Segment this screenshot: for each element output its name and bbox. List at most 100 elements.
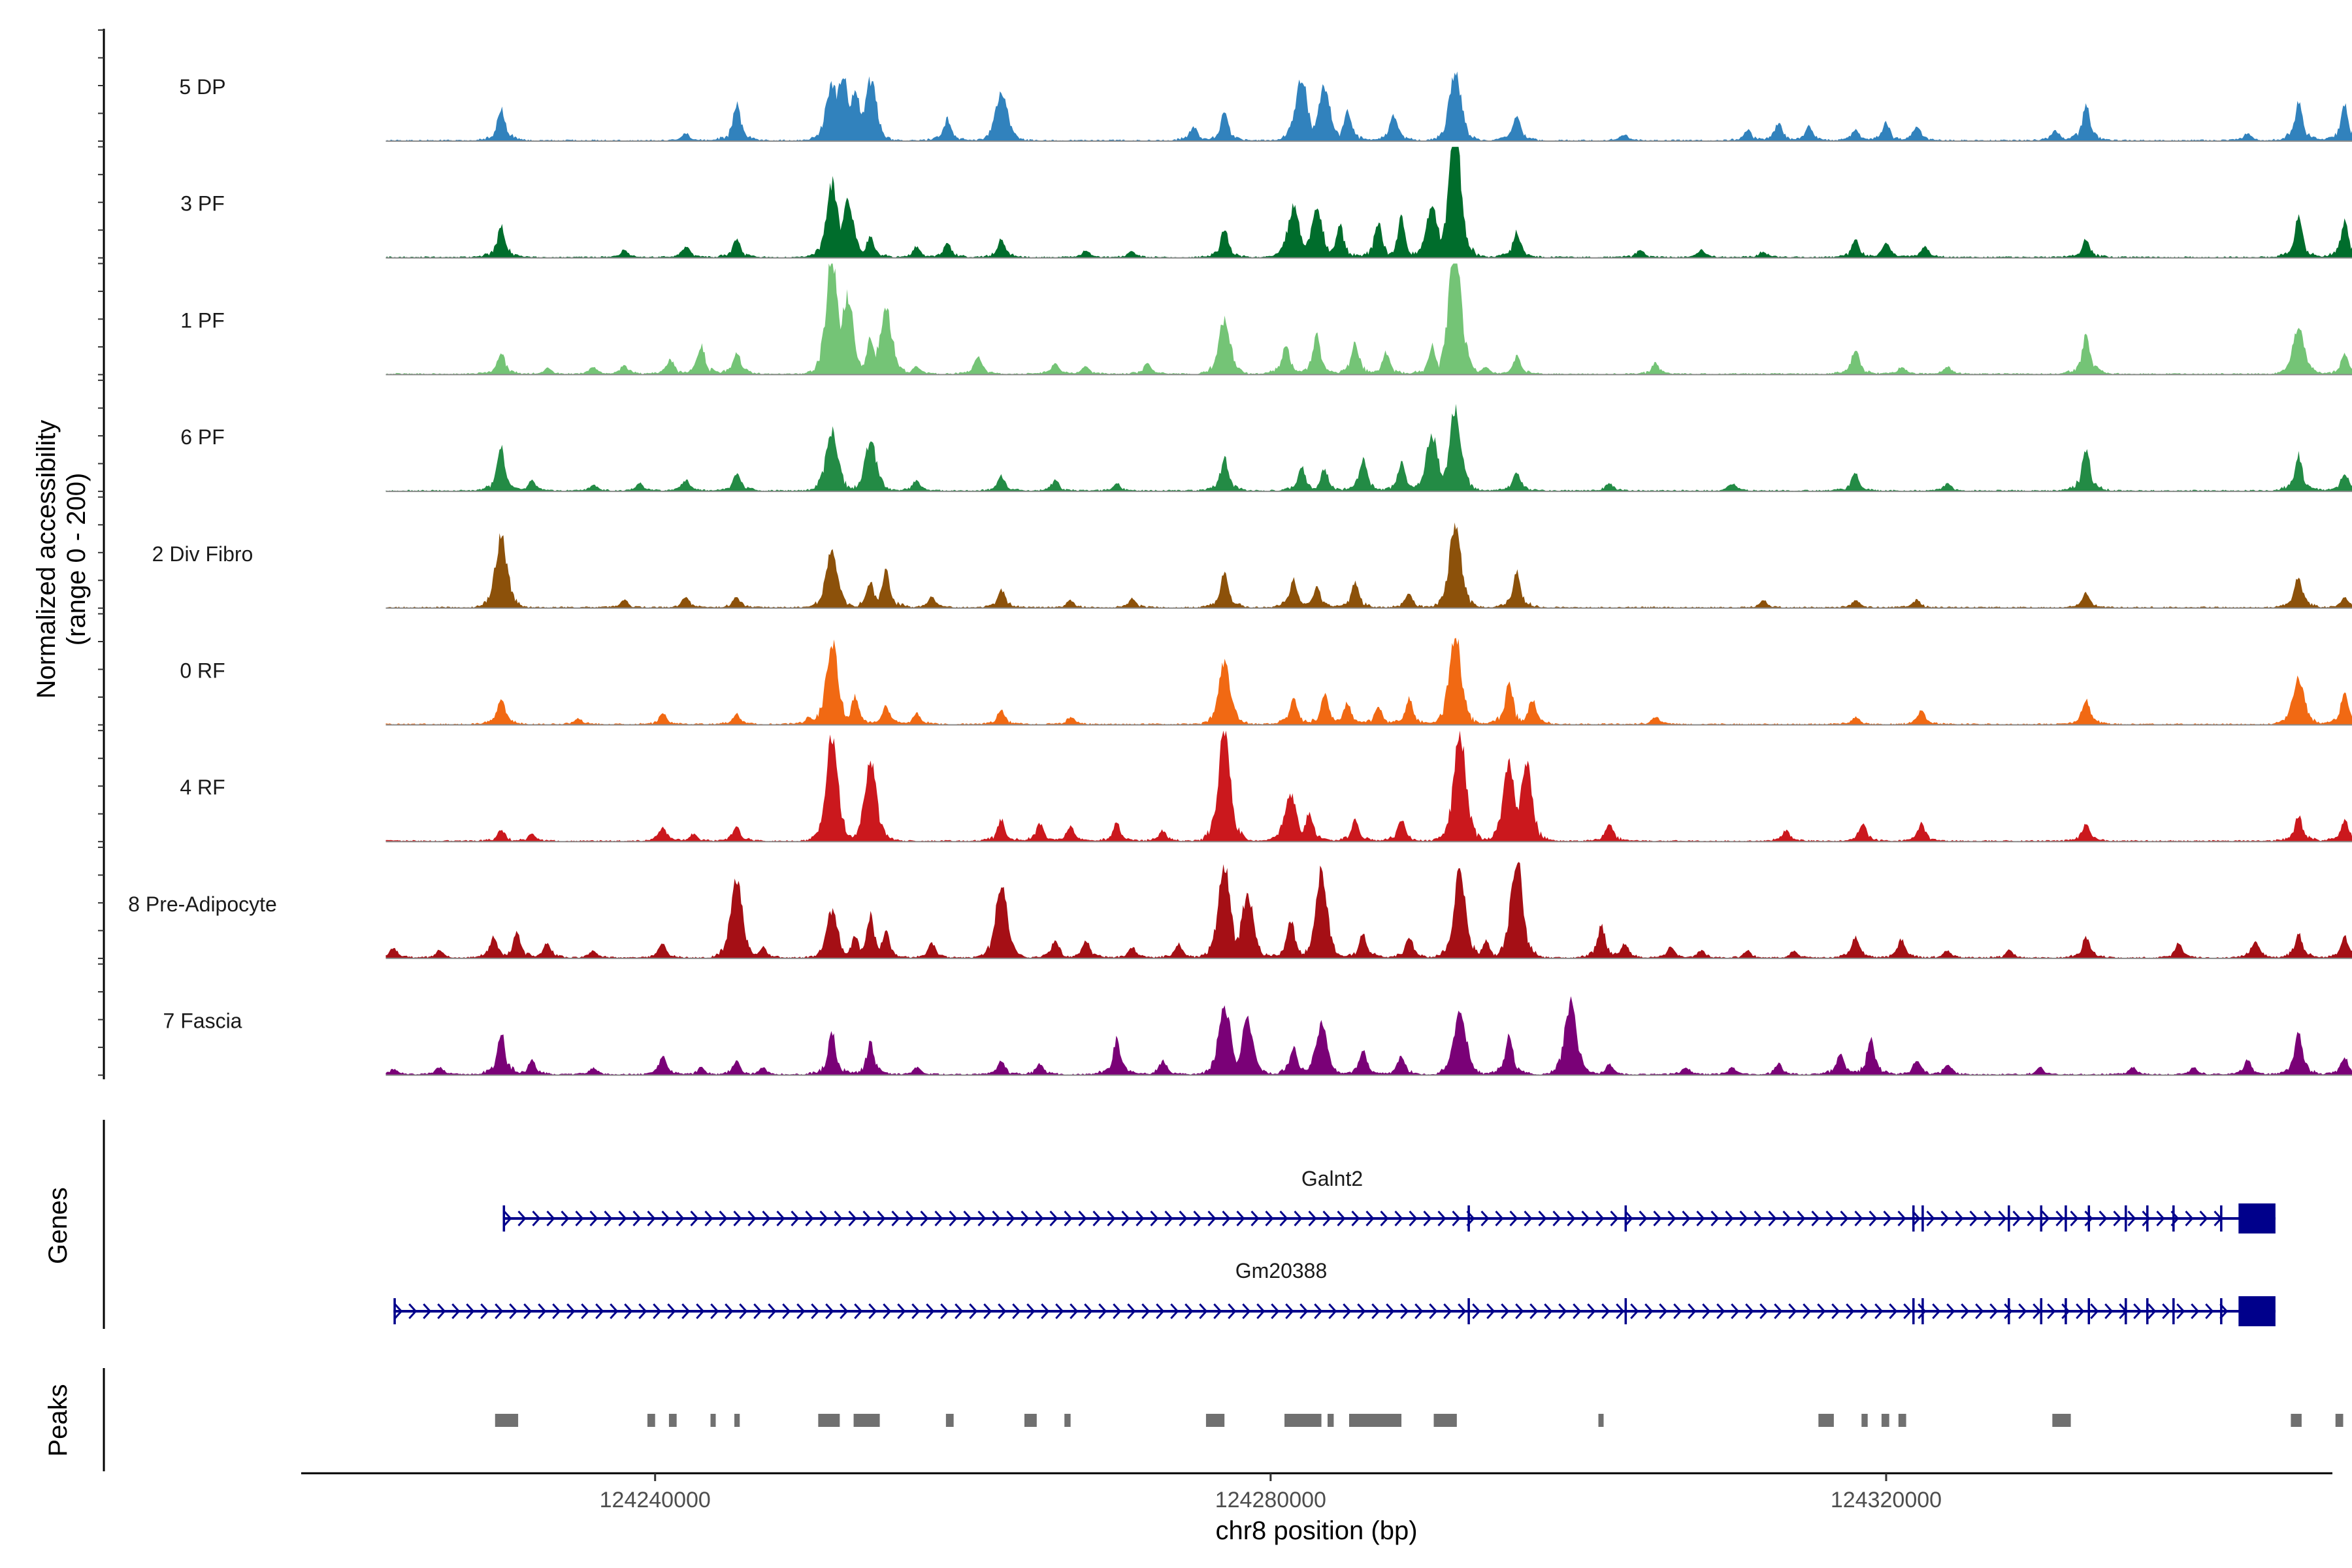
strand-chevron xyxy=(2018,1303,2027,1320)
strand-chevron xyxy=(1610,1210,1619,1227)
strand-chevron xyxy=(1659,1303,1668,1320)
gene-exon xyxy=(2008,1205,2010,1232)
strand-chevron xyxy=(1035,1210,1044,1227)
strand-chevron xyxy=(1975,1303,1984,1320)
strand-chevron xyxy=(2004,1303,2013,1320)
strand-chevron xyxy=(1150,1210,1159,1227)
coverage-panel: 5 DP 3 PF 1 PF 6 PF 2 Div Fibro 0 RF 4 RF 8 Pre… xyxy=(32,29,2352,1079)
strand-chevron xyxy=(2070,1210,2079,1227)
strand-chevron xyxy=(1343,1303,1352,1320)
strand-chevron xyxy=(1630,1303,1639,1320)
genes-panel: Genes Galnt2 Gm20388 xyxy=(44,1120,2276,1329)
strand-chevron xyxy=(1236,1210,1245,1227)
strand-chevron xyxy=(854,1303,863,1320)
strand-chevron xyxy=(725,1303,734,1320)
track-label: 2 Div Fibro xyxy=(152,542,253,566)
strand-chevron xyxy=(940,1303,949,1320)
strand-chevron xyxy=(1285,1303,1294,1320)
strand-chevron xyxy=(1874,1303,1884,1320)
strand-chevron xyxy=(868,1303,877,1320)
gene-exon xyxy=(2065,1298,2067,1324)
strand-chevron xyxy=(451,1303,461,1320)
peak-region xyxy=(853,1414,880,1427)
strand-chevron xyxy=(624,1303,633,1320)
gene-model-gm20388: Gm20388 xyxy=(393,1259,2276,1326)
strand-chevron xyxy=(1228,1303,1237,1320)
gene-exon xyxy=(2125,1298,2127,1324)
strand-chevron xyxy=(1371,1303,1380,1320)
peak-region xyxy=(1598,1414,1604,1427)
strand-chevron xyxy=(2176,1303,2185,1320)
strand-chevron xyxy=(1092,1210,1102,1227)
strand-chevron xyxy=(1064,1210,1073,1227)
peak-region xyxy=(647,1414,655,1427)
strand-chevron xyxy=(1199,1303,1208,1320)
x-tick-label: 124280000 xyxy=(1215,1488,1326,1512)
strand-chevron xyxy=(1825,1210,1835,1227)
peak-region xyxy=(2291,1414,2302,1427)
strand-chevron xyxy=(480,1303,489,1320)
strand-chevron xyxy=(983,1303,992,1320)
strand-chevron xyxy=(1380,1210,1389,1227)
strand-chevron xyxy=(1940,1210,1950,1227)
gene-exon xyxy=(2172,1298,2175,1324)
strand-chevron xyxy=(1581,1210,1590,1227)
strand-chevron xyxy=(1696,1210,1705,1227)
strand-chevron xyxy=(638,1303,647,1320)
peak-region xyxy=(495,1414,519,1427)
peak-regions xyxy=(495,1414,2344,1427)
strand-chevron xyxy=(1702,1303,1711,1320)
strand-chevron xyxy=(1423,1210,1432,1227)
strand-chevron xyxy=(1544,1303,1553,1320)
strand-chevron xyxy=(747,1210,757,1227)
track-label: 5 DP xyxy=(179,75,225,99)
strand-chevron xyxy=(1946,1303,1955,1320)
track-label: 8 Pre-Adipocyte xyxy=(128,892,277,916)
strand-chevron xyxy=(1673,1303,1682,1320)
strand-chevron xyxy=(1322,1210,1331,1227)
gene-exon xyxy=(2040,1205,2043,1232)
strand-chevron xyxy=(1811,1210,1820,1227)
strand-chevron xyxy=(1926,1210,1935,1227)
strand-chevron xyxy=(1846,1303,1855,1320)
strand-chevron xyxy=(1437,1210,1446,1227)
strand-chevron xyxy=(1682,1210,1691,1227)
strand-chevron xyxy=(1529,1303,1539,1320)
gene-exon xyxy=(1467,1298,1470,1324)
strand-chevron xyxy=(1113,1303,1122,1320)
strand-chevron xyxy=(2055,1210,2065,1227)
strand-chevron xyxy=(1984,1210,1993,1227)
gene-exon xyxy=(2125,1205,2127,1232)
strand-chevron xyxy=(2127,1210,2136,1227)
strand-chevron xyxy=(653,1303,662,1320)
gene-model-galnt2: Galnt2 xyxy=(502,1167,2276,1233)
strand-chevron xyxy=(1716,1303,1725,1320)
strand-chevron xyxy=(1213,1303,1222,1320)
gene-name-label: Galnt2 xyxy=(1301,1167,1363,1190)
coverage-area xyxy=(385,404,2352,492)
strand-chevron xyxy=(1107,1210,1116,1227)
strand-chevron xyxy=(1207,1210,1217,1227)
strand-chevron xyxy=(2156,1210,2165,1227)
strand-chevron xyxy=(1524,1210,1533,1227)
strand-chevron xyxy=(1006,1210,1015,1227)
strand-chevron xyxy=(753,1303,762,1320)
strand-chevron xyxy=(2162,1303,2171,1320)
strand-chevron xyxy=(1788,1303,1797,1320)
strand-chevron xyxy=(632,1210,642,1227)
strand-chevron xyxy=(862,1210,872,1227)
strand-chevron xyxy=(1912,1210,1921,1227)
strand-chevron xyxy=(911,1303,921,1320)
strand-chevron xyxy=(825,1303,834,1320)
track-label: 3 PF xyxy=(180,192,225,216)
strand-chevron xyxy=(1998,1210,2007,1227)
coverage-track-7-fascia: 7 Fascia xyxy=(163,996,2352,1076)
strand-chevron xyxy=(1501,1303,1510,1320)
strand-chevron xyxy=(1164,1210,1173,1227)
strand-chevron xyxy=(595,1303,604,1320)
x-axis: 124240000 124280000 124320000 chr8 positio… xyxy=(301,1472,2332,1545)
coverage-track-1-pf: 1 PF xyxy=(180,263,2352,376)
strand-chevron xyxy=(2104,1303,2114,1320)
strand-chevron xyxy=(963,1210,972,1227)
